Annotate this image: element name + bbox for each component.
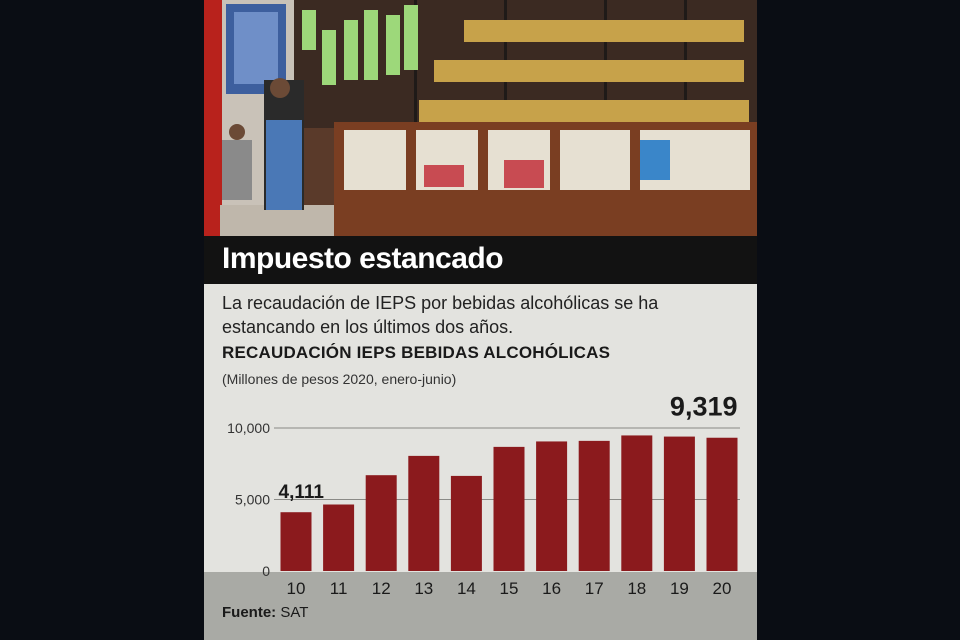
bar bbox=[408, 455, 440, 571]
x-tick-label: 14 bbox=[457, 579, 476, 598]
y-tick-label: 5,000 bbox=[235, 492, 270, 508]
source-value: SAT bbox=[280, 604, 309, 621]
bar bbox=[663, 436, 695, 571]
headline: Impuesto estancado bbox=[222, 242, 504, 275]
bar bbox=[621, 435, 653, 571]
x-tick-label: 20 bbox=[713, 579, 732, 598]
bar bbox=[493, 446, 525, 571]
subtitle: La recaudación de IEPS por bebidas alcoh… bbox=[222, 293, 659, 337]
chart-title: RECAUDACIÓN IEPS BEBIDAS ALCOHÓLICAS bbox=[222, 343, 611, 362]
data-label: 9,319 bbox=[670, 392, 738, 422]
units-note: (Millones de pesos 2020, enero-junio) bbox=[222, 371, 457, 387]
data-label: 4,111 bbox=[279, 482, 325, 503]
x-tick-label: 13 bbox=[414, 579, 433, 598]
x-tick-label: 11 bbox=[330, 579, 348, 598]
x-tick-label: 17 bbox=[585, 579, 604, 598]
liquor-store-photo bbox=[204, 0, 757, 236]
y-tick-label: 0 bbox=[262, 563, 270, 579]
title-bar: Impuesto estancado bbox=[204, 236, 757, 284]
bar bbox=[323, 504, 355, 571]
bar-chart: 0 5,000 10,000 10 11 12 13 14 15 16 17 18 19 20 4,111 9… bbox=[227, 392, 740, 598]
x-tick-label: 15 bbox=[500, 579, 519, 598]
bar bbox=[450, 475, 482, 571]
source-note: Fuente: SAT bbox=[222, 604, 308, 621]
x-tick-label: 12 bbox=[372, 579, 391, 598]
bar bbox=[280, 512, 312, 571]
bar bbox=[536, 441, 568, 571]
x-tick-label: 10 bbox=[287, 579, 306, 598]
axis-band bbox=[204, 572, 757, 640]
bar bbox=[578, 440, 610, 571]
infographic-panel: Impuesto estancado La recaudación de IEP… bbox=[204, 0, 757, 640]
bar bbox=[365, 475, 397, 571]
bar bbox=[706, 437, 738, 571]
source-label: Fuente: bbox=[222, 604, 277, 621]
x-tick-label: 16 bbox=[542, 579, 561, 598]
y-tick-label: 10,000 bbox=[227, 420, 270, 436]
x-tick-label: 18 bbox=[627, 579, 646, 598]
x-tick-label: 19 bbox=[670, 579, 689, 598]
